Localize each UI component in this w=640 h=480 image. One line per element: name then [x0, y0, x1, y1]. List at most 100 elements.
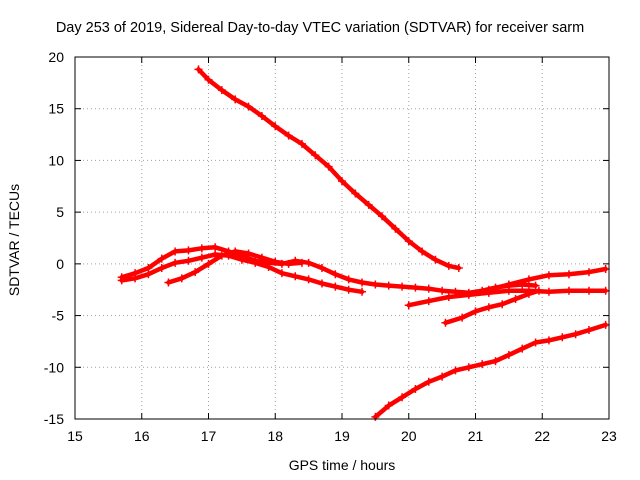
data-point	[144, 270, 153, 279]
data-point	[257, 111, 266, 120]
data-point	[398, 393, 407, 402]
data-point	[324, 162, 333, 171]
y-tick-label: 20	[48, 49, 64, 65]
data-point	[444, 292, 453, 301]
data-point	[601, 265, 610, 274]
x-tick-label: 17	[201, 428, 217, 444]
series-line	[443, 288, 542, 326]
series-arc-h	[371, 320, 610, 421]
x-tick-label: 19	[334, 428, 350, 444]
data-point	[231, 247, 240, 256]
data-point	[411, 283, 420, 292]
x-tick-label: 18	[267, 428, 283, 444]
data-point	[558, 333, 567, 342]
series-arc-a	[194, 65, 463, 272]
data-point	[317, 263, 326, 272]
data-point	[584, 326, 593, 335]
data-point	[564, 286, 573, 295]
data-point	[194, 65, 203, 74]
chart-title: Day 253 of 2019, Sidereal Day-to-day VTE…	[55, 20, 585, 36]
data-point	[484, 303, 493, 312]
y-tick-label: -15	[44, 411, 64, 427]
data-point	[504, 350, 513, 359]
data-point	[544, 336, 553, 345]
data-point	[471, 307, 480, 316]
data-point	[454, 263, 463, 272]
data-point	[171, 258, 180, 267]
series-arc-b	[117, 243, 540, 297]
data-point	[244, 102, 253, 111]
data-point	[458, 313, 467, 322]
data-point	[441, 318, 450, 327]
data-point	[244, 249, 253, 258]
data-point	[524, 289, 533, 298]
series-arc-f	[464, 265, 610, 298]
data-point	[237, 255, 246, 264]
data-point	[464, 363, 473, 372]
data-point	[184, 246, 193, 255]
y-tick-label: 10	[48, 152, 64, 168]
y-tick-label: 15	[48, 101, 64, 117]
data-point	[371, 280, 380, 289]
data-point	[284, 259, 293, 268]
x-tick-label: 16	[134, 428, 150, 444]
data-point	[531, 281, 540, 290]
data-point	[384, 401, 393, 410]
data-point	[297, 258, 306, 267]
data-point	[331, 282, 340, 291]
data-point	[191, 268, 200, 277]
series-arc-c	[117, 250, 367, 296]
data-point	[164, 278, 173, 287]
data-point	[438, 372, 447, 381]
data-point	[231, 95, 240, 104]
data-point	[297, 139, 306, 148]
data-point	[311, 151, 320, 160]
axis-ticks: 15 16 17 18 19 20 21 22 23 20 15 10 5 0 -5 -10 -15	[44, 49, 617, 444]
data-point	[304, 258, 313, 267]
data-point	[391, 224, 400, 233]
x-axis-label: GPS time / hours	[288, 457, 396, 473]
data-point	[157, 263, 166, 272]
data-point	[464, 289, 473, 298]
data-point	[411, 385, 420, 394]
x-tick-label: 15	[67, 428, 83, 444]
data-point	[384, 281, 393, 290]
data-point	[418, 247, 427, 256]
data-point	[358, 287, 367, 296]
data-point	[291, 272, 300, 281]
data-point	[317, 279, 326, 288]
series-line	[373, 322, 608, 420]
y-tick-label: -5	[52, 308, 65, 324]
x-tick-label: 21	[468, 428, 484, 444]
data-point	[438, 286, 447, 295]
data-point	[204, 75, 213, 84]
data-point	[601, 286, 610, 295]
data-point	[404, 301, 413, 310]
data-point	[338, 177, 346, 186]
data-point	[444, 261, 453, 270]
data-point	[364, 200, 373, 209]
data-point	[424, 297, 433, 306]
data-point	[564, 270, 573, 279]
data-point	[117, 276, 126, 285]
y-tick-label: 0	[56, 256, 64, 272]
data-point	[371, 412, 380, 421]
data-point	[204, 259, 213, 268]
data-point	[378, 212, 387, 221]
data-point	[504, 280, 513, 289]
data-point	[584, 268, 593, 277]
data-point	[197, 253, 206, 262]
data-point	[277, 269, 286, 278]
data-point	[534, 286, 543, 295]
data-point	[331, 270, 340, 279]
data-point	[398, 282, 407, 291]
data-point	[351, 189, 360, 198]
data-point	[177, 274, 186, 283]
data-point	[544, 271, 553, 280]
data-point	[358, 278, 367, 287]
data-point	[511, 295, 520, 304]
data-point	[131, 274, 140, 283]
data-point	[518, 344, 527, 353]
y-tick-label: 5	[56, 204, 64, 220]
